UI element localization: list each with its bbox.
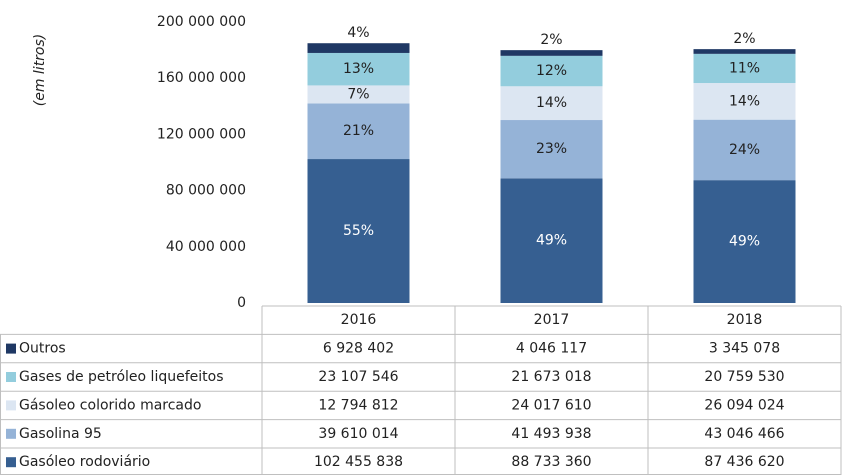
share-label: 14% bbox=[729, 93, 760, 109]
table-cell: 24 017 610 bbox=[511, 397, 591, 413]
x-tick-label: 2018 bbox=[727, 312, 763, 328]
bar-segment bbox=[500, 55, 603, 87]
bar-segment bbox=[500, 120, 603, 179]
legend-swatch bbox=[6, 457, 16, 468]
share-label: 12% bbox=[536, 63, 567, 79]
share-label: 24% bbox=[729, 142, 760, 158]
legend-label: Gasolina 95 bbox=[19, 426, 102, 442]
share-label: 13% bbox=[343, 61, 374, 77]
table-cell: 88 733 360 bbox=[511, 454, 591, 470]
legend-swatch bbox=[6, 428, 16, 439]
y-tick-label: 40 000 000 bbox=[166, 239, 246, 255]
table-cell: 43 046 466 bbox=[704, 426, 784, 442]
share-label: 49% bbox=[729, 234, 760, 250]
share-label: 21% bbox=[343, 123, 374, 139]
bar-segment bbox=[500, 86, 603, 121]
share-label: 14% bbox=[536, 95, 567, 111]
table-cell: 6 928 402 bbox=[323, 341, 394, 357]
bar-segment bbox=[500, 50, 603, 56]
table-cell: 41 493 938 bbox=[511, 426, 591, 442]
share-label: 2% bbox=[733, 31, 755, 47]
table-cell: 12 794 812 bbox=[318, 397, 398, 413]
share-label: 11% bbox=[729, 60, 760, 76]
legend-swatch bbox=[6, 400, 16, 411]
legend-swatch bbox=[6, 372, 16, 382]
table-cell: 87 436 620 bbox=[704, 454, 784, 470]
bar-segment bbox=[693, 180, 796, 303]
legend-label: Outros bbox=[19, 341, 66, 357]
legend-label: Gasóleo rodoviário bbox=[19, 454, 150, 470]
y-tick-label: 160 000 000 bbox=[157, 70, 246, 86]
bar-segment bbox=[693, 49, 796, 54]
bar-segment bbox=[500, 178, 603, 303]
bar-segment bbox=[307, 103, 410, 160]
table-cell: 23 107 546 bbox=[318, 369, 398, 385]
bar-segment bbox=[307, 85, 410, 104]
table-cell: 26 094 024 bbox=[704, 397, 784, 413]
bar-segment bbox=[693, 119, 796, 181]
table-cell: 4 046 117 bbox=[516, 341, 587, 357]
bar-segment bbox=[307, 43, 410, 53]
share-label: 55% bbox=[343, 223, 374, 239]
share-label: 23% bbox=[536, 141, 567, 157]
bar-segment bbox=[307, 159, 410, 303]
table-cell: 39 610 014 bbox=[318, 426, 398, 442]
table-cell: 21 673 018 bbox=[511, 369, 591, 385]
y-tick-label: 200 000 000 bbox=[157, 14, 246, 30]
bar-segment bbox=[307, 52, 410, 86]
legend-label: Gases de petróleo liquefeitos bbox=[19, 369, 223, 385]
table-cell: 20 759 530 bbox=[704, 369, 784, 385]
y-tick-label: 0 bbox=[237, 295, 246, 311]
table-cell: 3 345 078 bbox=[709, 341, 780, 357]
bar-segment bbox=[693, 83, 796, 120]
bar-segment bbox=[693, 53, 796, 84]
x-tick-label: 2016 bbox=[341, 312, 377, 328]
y-tick-label: 80 000 000 bbox=[166, 183, 246, 199]
table-cell: 102 455 838 bbox=[314, 454, 403, 470]
share-label: 7% bbox=[347, 86, 369, 102]
share-label: 49% bbox=[536, 233, 567, 249]
x-tick-label: 2017 bbox=[534, 312, 570, 328]
legend-swatch bbox=[6, 343, 16, 354]
y-axis-label: (em litros) bbox=[32, 34, 48, 107]
legend-label: Gásoleo colorido marcado bbox=[19, 397, 201, 413]
y-tick-label: 120 000 000 bbox=[157, 126, 246, 142]
share-label: 4% bbox=[347, 25, 369, 41]
share-label: 2% bbox=[540, 32, 562, 48]
